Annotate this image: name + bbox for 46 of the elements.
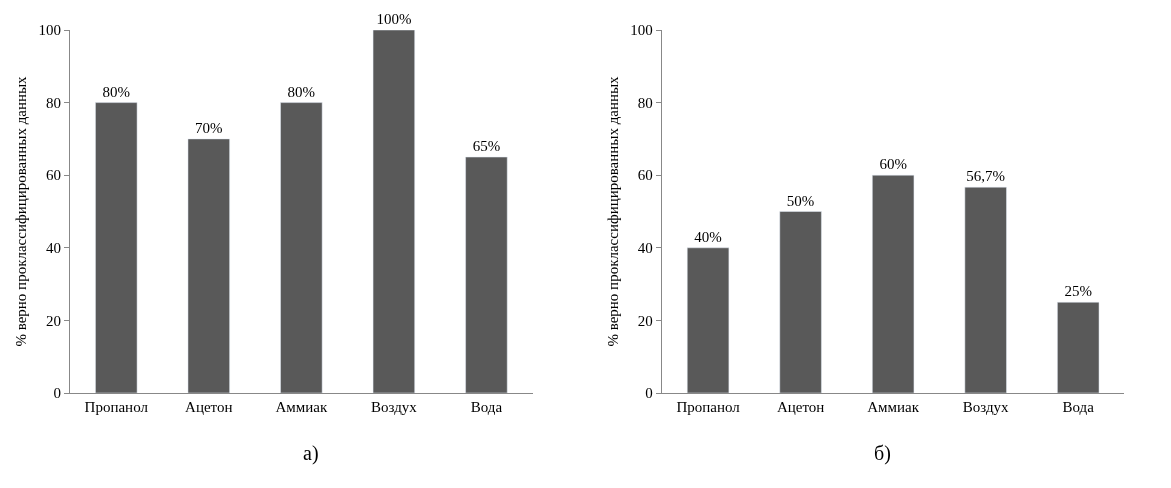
y-axis-title: % верно проклассифицированных данных [604,75,621,347]
y-tick-label: 100 [38,22,61,39]
bar [465,156,508,393]
y-axis-title: % верно проклассифицированных данных [12,75,29,347]
x-tick-label: Вода [1062,399,1095,415]
bar [687,247,730,393]
bar [964,186,1007,393]
text: б) [874,442,891,465]
data-label: 56,7% [966,168,1006,185]
y-tick-label: 20 [637,312,653,329]
bar [872,174,915,393]
bar [280,102,323,393]
x-tick-label: Аммиак [867,399,920,415]
data-label: 70% [195,119,223,136]
data-label: 50% [786,192,815,209]
x-tick-label: Ацетон [185,399,233,415]
y-tick-label: 0 [53,385,61,402]
y-tick-label: 80 [46,94,61,111]
x-tick-label: Ацетон [776,399,825,415]
text: а) [303,442,319,465]
bar [1057,302,1100,393]
y-tick-label: 0 [645,385,653,402]
y-tick-label: 60 [46,167,61,184]
x-tick-label: Пропанол [84,399,149,415]
bar [372,30,415,393]
bar [779,211,822,393]
y-tick-label: 100 [630,22,653,39]
x-tick-label: Пропанол [676,399,741,415]
data-label: 65% [472,138,501,155]
y-tick-label: 20 [46,312,61,329]
y-tick-label: 40 [637,240,653,257]
data-label: 80% [102,83,131,100]
y-tick-label: 60 [637,167,653,184]
data-label: 80% [287,83,316,100]
data-label: 25% [1064,283,1092,300]
y-tick-label: 80 [637,94,653,111]
x-tick-label: Вода [470,399,503,415]
x-tick-label: Аммиак [275,399,328,415]
bar [187,138,230,393]
x-tick-label: Воздух [370,399,418,415]
x-tick-label: Воздух [962,399,1010,415]
data-label: 40% [694,228,722,245]
y-tick-label: 40 [46,240,61,257]
data-label: 100% [376,11,412,27]
bar [95,102,138,393]
data-label: 60% [879,156,907,173]
